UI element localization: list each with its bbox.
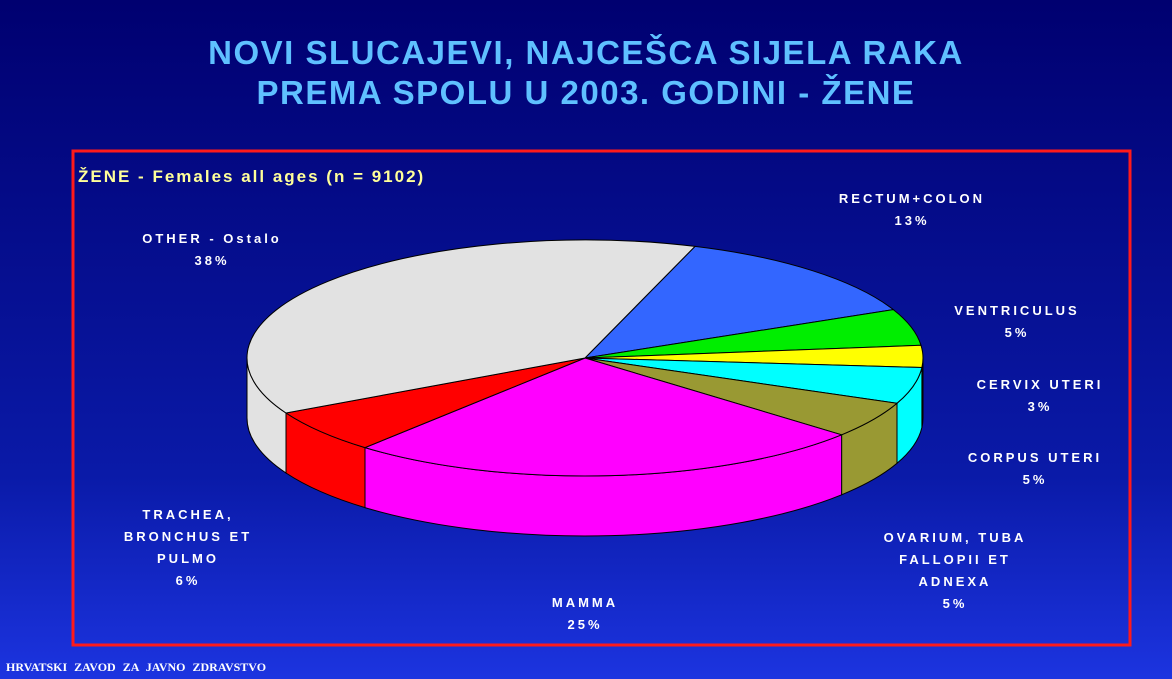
pie (247, 240, 923, 536)
category-name: TRACHEA, BRONCHUS ET PULMO (103, 504, 273, 570)
value-label: 5% (935, 469, 1135, 491)
value-label: 38% (102, 250, 322, 272)
category-name: CORPUS UTERI (935, 447, 1135, 469)
category-name: OTHER - Ostalo (102, 228, 322, 250)
category-name: MAMMA (485, 592, 685, 614)
category-name: RECTUM+COLON (802, 188, 1022, 210)
value-label: 3% (940, 396, 1140, 418)
value-label: 13% (802, 210, 1022, 232)
value-label: 25% (485, 614, 685, 636)
category-name: CERVIX UTERI (940, 374, 1140, 396)
category-name: OVARIUM, TUBA FALLOPII ET ADNEXA (860, 527, 1050, 593)
value-label: 5% (860, 593, 1050, 615)
subtitle: ŽENE - Females all ages (n = 9102) (78, 166, 425, 188)
value-label: 5% (917, 322, 1117, 344)
slide: NOVI SLUCAJEVI, NAJCEŠCA SIJELA RAKA PRE… (0, 0, 1172, 679)
value-label: 6% (103, 570, 273, 592)
category-name: VENTRICULUS (917, 300, 1117, 322)
footer: HRVATSKI ZAVOD ZA JAVNO ZDRAVSTVO (6, 660, 266, 675)
